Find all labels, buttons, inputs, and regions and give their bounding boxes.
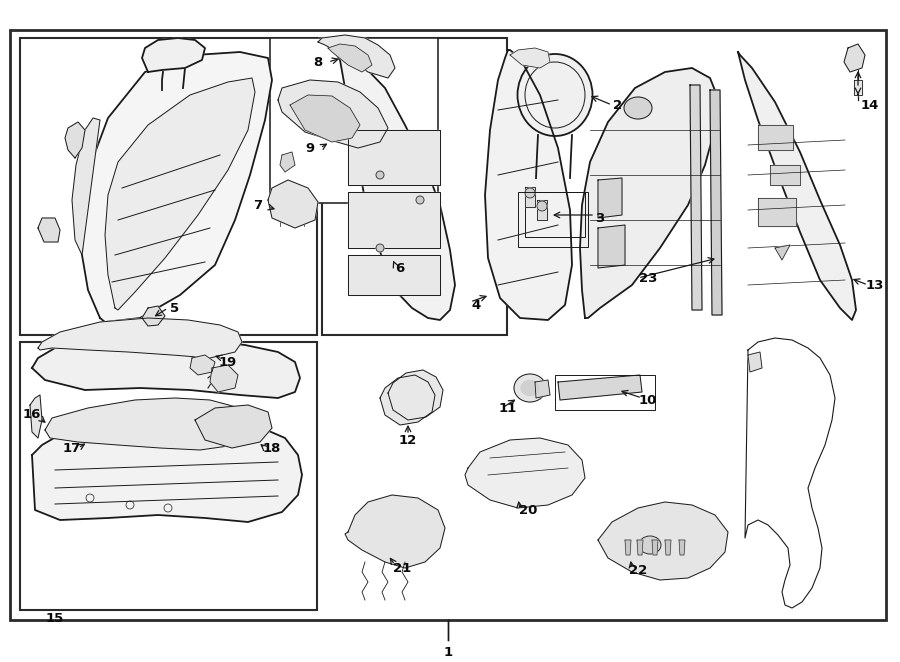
Text: 11: 11 <box>499 401 517 414</box>
Bar <box>555 375 655 410</box>
Text: 20: 20 <box>518 504 537 516</box>
Circle shape <box>416 196 424 204</box>
Polygon shape <box>38 218 60 242</box>
Text: 1: 1 <box>444 645 453 659</box>
Polygon shape <box>72 118 100 255</box>
Text: 14: 14 <box>860 99 879 111</box>
Text: 22: 22 <box>629 563 647 577</box>
Bar <box>518 192 588 247</box>
Polygon shape <box>332 48 455 320</box>
Text: 21: 21 <box>393 561 411 575</box>
Polygon shape <box>38 318 242 358</box>
Polygon shape <box>388 370 443 420</box>
Polygon shape <box>758 125 793 150</box>
Polygon shape <box>318 35 395 78</box>
Circle shape <box>525 188 535 198</box>
Polygon shape <box>665 540 671 555</box>
Polygon shape <box>32 415 302 522</box>
Polygon shape <box>142 306 165 326</box>
Bar <box>322 38 507 335</box>
Polygon shape <box>348 255 440 295</box>
Polygon shape <box>65 122 85 158</box>
Text: 2: 2 <box>614 99 623 111</box>
Text: 8: 8 <box>313 56 322 68</box>
Polygon shape <box>485 50 572 320</box>
Text: 5: 5 <box>170 301 180 314</box>
Polygon shape <box>625 540 631 555</box>
Text: 17: 17 <box>63 442 81 455</box>
Polygon shape <box>537 200 547 220</box>
Ellipse shape <box>639 536 661 554</box>
Polygon shape <box>535 380 550 398</box>
Polygon shape <box>844 44 865 72</box>
Polygon shape <box>210 365 238 392</box>
Polygon shape <box>268 180 318 228</box>
Polygon shape <box>854 80 862 95</box>
Polygon shape <box>82 52 272 322</box>
Polygon shape <box>679 540 685 555</box>
Ellipse shape <box>521 381 539 395</box>
Polygon shape <box>278 80 388 148</box>
Polygon shape <box>328 44 372 72</box>
Polygon shape <box>190 355 215 375</box>
Text: 18: 18 <box>263 442 281 455</box>
Polygon shape <box>770 165 800 185</box>
Bar <box>10 30 886 620</box>
Ellipse shape <box>518 54 592 136</box>
Text: 19: 19 <box>219 355 237 369</box>
Text: 15: 15 <box>46 612 64 624</box>
Text: 9: 9 <box>305 142 315 154</box>
Text: 13: 13 <box>866 279 884 291</box>
Polygon shape <box>345 495 445 568</box>
Polygon shape <box>348 192 440 248</box>
Polygon shape <box>598 502 728 580</box>
Ellipse shape <box>624 97 652 119</box>
Polygon shape <box>558 375 642 400</box>
Polygon shape <box>690 85 702 310</box>
Ellipse shape <box>514 374 546 402</box>
Bar <box>525 192 585 237</box>
Circle shape <box>376 244 384 252</box>
Polygon shape <box>758 198 796 226</box>
Text: 10: 10 <box>639 393 657 406</box>
Polygon shape <box>525 187 535 207</box>
Polygon shape <box>465 438 585 508</box>
Polygon shape <box>652 540 658 555</box>
Circle shape <box>376 171 384 179</box>
Bar <box>20 38 317 335</box>
Polygon shape <box>105 78 255 310</box>
Text: 23: 23 <box>639 271 657 285</box>
Polygon shape <box>348 130 440 185</box>
Bar <box>20 342 317 610</box>
Polygon shape <box>580 68 718 318</box>
Text: 7: 7 <box>254 199 263 211</box>
Text: 16: 16 <box>22 408 41 422</box>
Polygon shape <box>280 152 295 172</box>
Polygon shape <box>290 95 360 142</box>
Polygon shape <box>637 540 643 555</box>
Text: 6: 6 <box>395 261 405 275</box>
Circle shape <box>537 201 547 211</box>
Polygon shape <box>32 338 300 398</box>
Polygon shape <box>380 375 435 425</box>
Polygon shape <box>30 395 42 438</box>
Text: 12: 12 <box>399 434 417 446</box>
Text: 3: 3 <box>596 211 605 224</box>
Bar <box>270 38 438 203</box>
Polygon shape <box>510 48 550 68</box>
Polygon shape <box>45 398 258 450</box>
Polygon shape <box>142 38 205 72</box>
Polygon shape <box>738 52 856 320</box>
Polygon shape <box>195 405 272 448</box>
Polygon shape <box>598 178 622 218</box>
Polygon shape <box>748 352 762 372</box>
Text: 4: 4 <box>472 299 481 312</box>
Polygon shape <box>775 245 790 260</box>
Polygon shape <box>598 225 625 268</box>
Polygon shape <box>710 90 722 315</box>
